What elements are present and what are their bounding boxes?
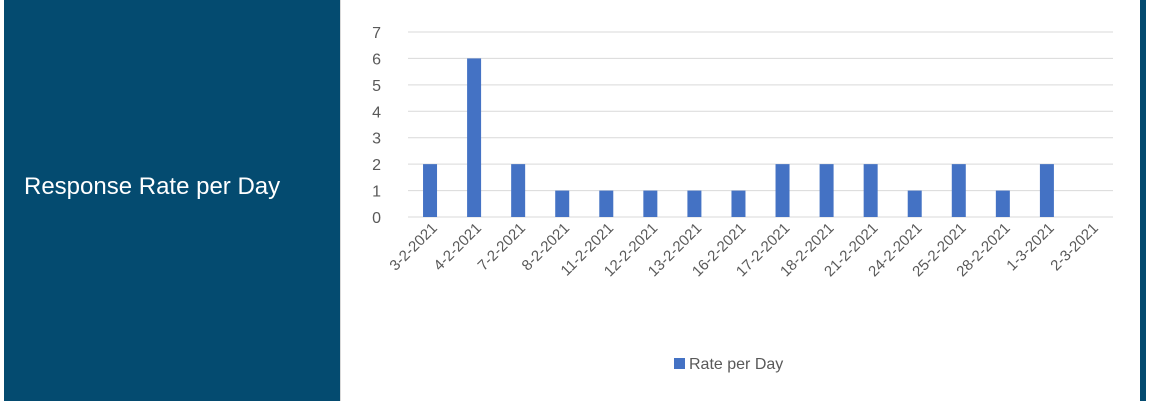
bar [995, 190, 1010, 217]
bar [599, 190, 614, 217]
y-tick-label: 4 [372, 104, 381, 121]
bar [907, 190, 922, 217]
x-tick-label: 2-3-2021 [1047, 220, 1101, 274]
bar [511, 164, 526, 217]
y-tick-label: 7 [372, 25, 381, 42]
y-tick-label: 3 [372, 131, 381, 148]
bar [775, 164, 790, 217]
bar-chart: 012345673-2-20214-2-20217-2-20218-2-2021… [372, 25, 1113, 373]
bar [951, 164, 966, 217]
bar [863, 164, 878, 217]
x-tick-label: 7-2-2021 [475, 220, 529, 274]
bar [643, 190, 658, 217]
legend-swatch [674, 358, 685, 369]
panel-title: Response Rate per Day [24, 173, 281, 200]
y-tick-label: 2 [372, 157, 381, 174]
x-tick-label: 4-2-2021 [430, 220, 484, 274]
x-tick-label: 3-2-2021 [386, 220, 440, 274]
title-panel: Response Rate per Day [4, 0, 340, 401]
y-tick-label: 1 [372, 184, 381, 201]
bar [423, 164, 438, 217]
chart-area: 0 1 2 3 4 5 6 7 3-2-2021 4-2-2021 7-2-2021 8-2-2021… [340, 0, 1141, 401]
bar [731, 190, 746, 217]
y-tick-label: 5 [372, 78, 381, 95]
right-border [1140, 0, 1152, 401]
y-tick-label: 6 [372, 51, 381, 68]
bar [467, 58, 482, 217]
right-accent-stripe [1140, 0, 1146, 401]
y-tick-label: 0 [372, 210, 381, 227]
x-tick-label: 1-3-2021 [1003, 220, 1057, 274]
bar [1039, 164, 1054, 217]
bar [819, 164, 834, 217]
legend-label: Rate per Day [689, 356, 783, 373]
bar [687, 190, 702, 217]
bar [555, 190, 570, 217]
